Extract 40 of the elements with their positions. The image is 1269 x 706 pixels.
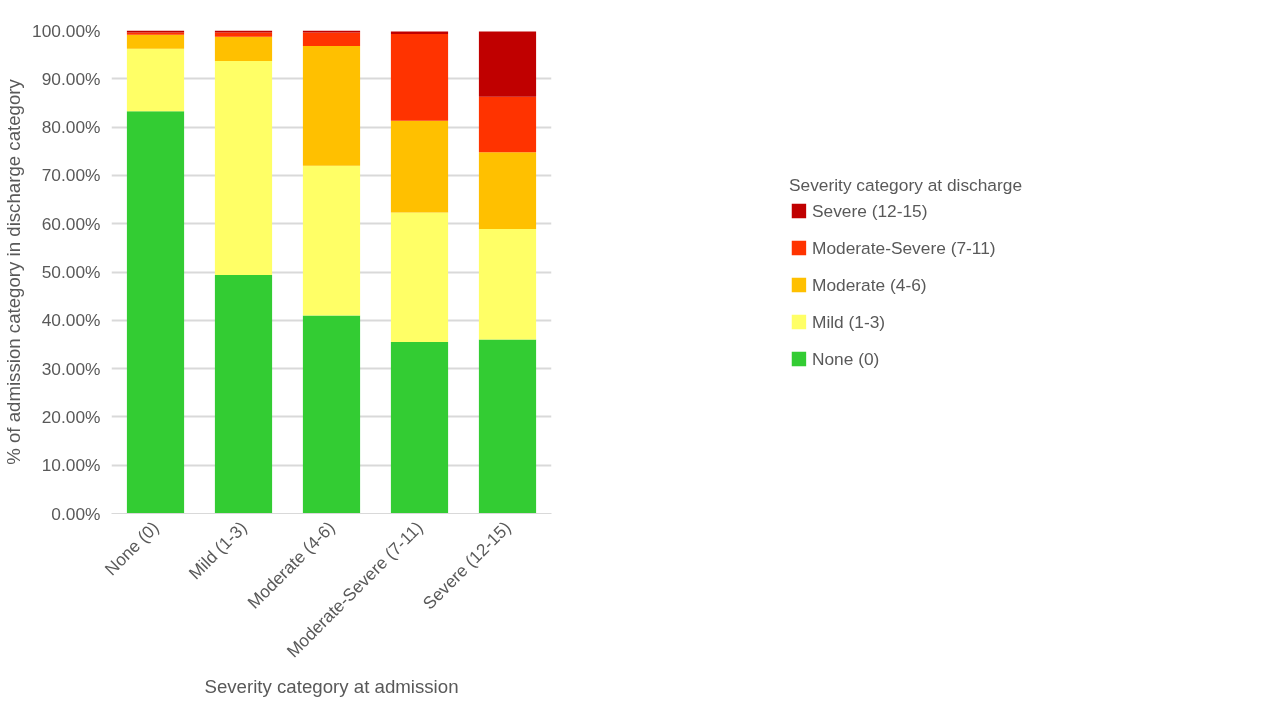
legend-label: Severe (12-15) bbox=[811, 200, 928, 221]
bar bbox=[126, 111, 185, 514]
bar bbox=[390, 212, 449, 343]
y-tick-label: 80.00% bbox=[41, 117, 101, 138]
y-tick-label: 90.00% bbox=[41, 68, 101, 89]
legend-label: Moderate-Severe (7-11) bbox=[811, 237, 996, 258]
bar bbox=[390, 31, 449, 34]
bar bbox=[214, 36, 273, 61]
x-axis-title: Severity category at admission bbox=[204, 676, 459, 698]
bar bbox=[478, 96, 537, 153]
y-tick-label: 30.00% bbox=[41, 358, 101, 379]
legend-label: None (0) bbox=[811, 348, 880, 369]
y-tick-label: 20.00% bbox=[41, 406, 101, 427]
y-tick-label: 60.00% bbox=[41, 213, 101, 234]
y-axis-title: % of admission category in discharge category bbox=[3, 78, 25, 465]
bar bbox=[302, 165, 361, 316]
bar bbox=[214, 32, 273, 37]
bar bbox=[302, 45, 361, 166]
bar bbox=[478, 152, 537, 230]
legend-label: Moderate (4-6) bbox=[811, 274, 927, 295]
bar bbox=[478, 339, 537, 514]
bar bbox=[302, 315, 361, 514]
bar bbox=[126, 48, 185, 112]
bar bbox=[478, 31, 537, 97]
bar bbox=[390, 342, 449, 514]
bar bbox=[478, 229, 537, 340]
y-tick-label: 50.00% bbox=[41, 262, 101, 282]
bar bbox=[390, 33, 449, 121]
legend-title: Severity category at discharge bbox=[788, 174, 1023, 195]
y-tick-label: 40.00% bbox=[41, 310, 101, 331]
bar bbox=[126, 34, 185, 49]
y-tick-label: 10.00% bbox=[41, 455, 101, 476]
y-tick-label: 0.00% bbox=[51, 503, 101, 524]
bar bbox=[214, 60, 273, 275]
y-tick-label: 100.00% bbox=[32, 20, 101, 41]
bar bbox=[302, 32, 361, 46]
y-tick-label: 70.00% bbox=[41, 165, 101, 186]
legend-label: Mild (1-3) bbox=[811, 311, 886, 332]
bar bbox=[214, 274, 273, 514]
bar bbox=[390, 120, 449, 213]
